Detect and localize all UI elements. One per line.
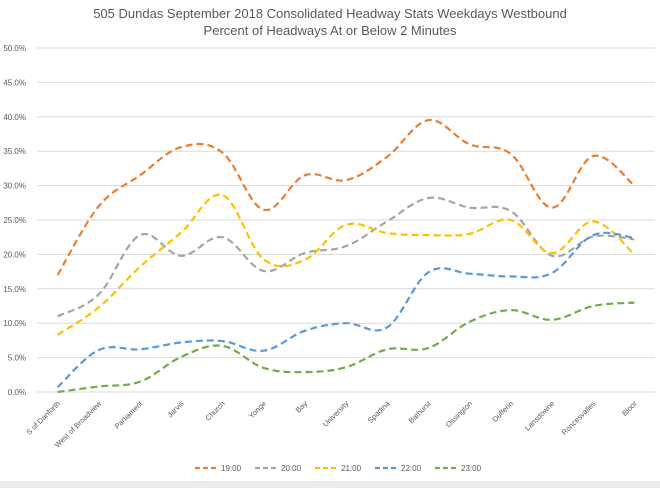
- x-tick-label: Dufferin: [490, 399, 515, 424]
- x-tick-label: S of Danforth: [24, 399, 62, 437]
- series-line-2000: [57, 196, 635, 318]
- legend-label: 22:00: [401, 464, 422, 473]
- x-tick-label: Bathurst: [407, 398, 434, 425]
- legend-label: 21:00: [341, 464, 362, 473]
- series-line-2200: [56, 231, 635, 388]
- series-line-2100: [56, 193, 636, 336]
- x-tick-label: Roncesvalles: [560, 399, 598, 437]
- chart-subtitle: Percent of Headways At or Below 2 Minute…: [204, 23, 457, 38]
- x-tick-label: Jarvis: [165, 399, 185, 419]
- x-tick-label: University: [321, 399, 351, 429]
- legend-label: 20:00: [281, 464, 302, 473]
- y-tick-label: 5.0%: [8, 354, 26, 363]
- y-tick-label: 30.0%: [3, 182, 26, 191]
- gridlines: [37, 47, 655, 393]
- y-tick-label: 45.0%: [3, 78, 26, 87]
- x-tick-label: Spadina: [366, 398, 392, 424]
- y-tick-label: 40.0%: [3, 113, 26, 122]
- series-lines: [56, 119, 636, 394]
- x-tick-label: Lansdowne: [523, 399, 556, 432]
- y-tick-label: 20.0%: [3, 250, 26, 259]
- y-tick-label: 25.0%: [3, 216, 26, 225]
- legend: 19:00 20:00 21:00 22:00 23:00: [195, 464, 482, 473]
- x-tick-label: Parliament: [113, 398, 145, 430]
- y-axis-ticks: 0.0% 5.0% 10.0% 15.0% 20.0% 25.0% 30.0% 35.0% 40…: [3, 44, 26, 397]
- chart-title: 505 Dundas September 2018 Consolidated H…: [93, 6, 567, 21]
- series-line-1900: [56, 119, 636, 276]
- legend-label: 23:00: [461, 464, 482, 473]
- series-line-2300: [57, 301, 635, 394]
- x-tick-label: Bloor: [620, 399, 639, 418]
- y-tick-label: 50.0%: [3, 44, 26, 53]
- x-tick-label: Church: [203, 399, 226, 422]
- y-tick-label: 15.0%: [3, 285, 26, 294]
- y-tick-label: 10.0%: [3, 319, 26, 328]
- x-tick-label: Bay: [294, 399, 310, 415]
- x-tick-label: Ossington: [444, 399, 474, 429]
- x-tick-label: Yonge: [247, 399, 268, 420]
- y-tick-label: 35.0%: [3, 147, 26, 156]
- y-tick-label: 0.0%: [8, 388, 26, 397]
- legend-label: 19:00: [221, 464, 242, 473]
- scrollbar-track: [0, 481, 660, 488]
